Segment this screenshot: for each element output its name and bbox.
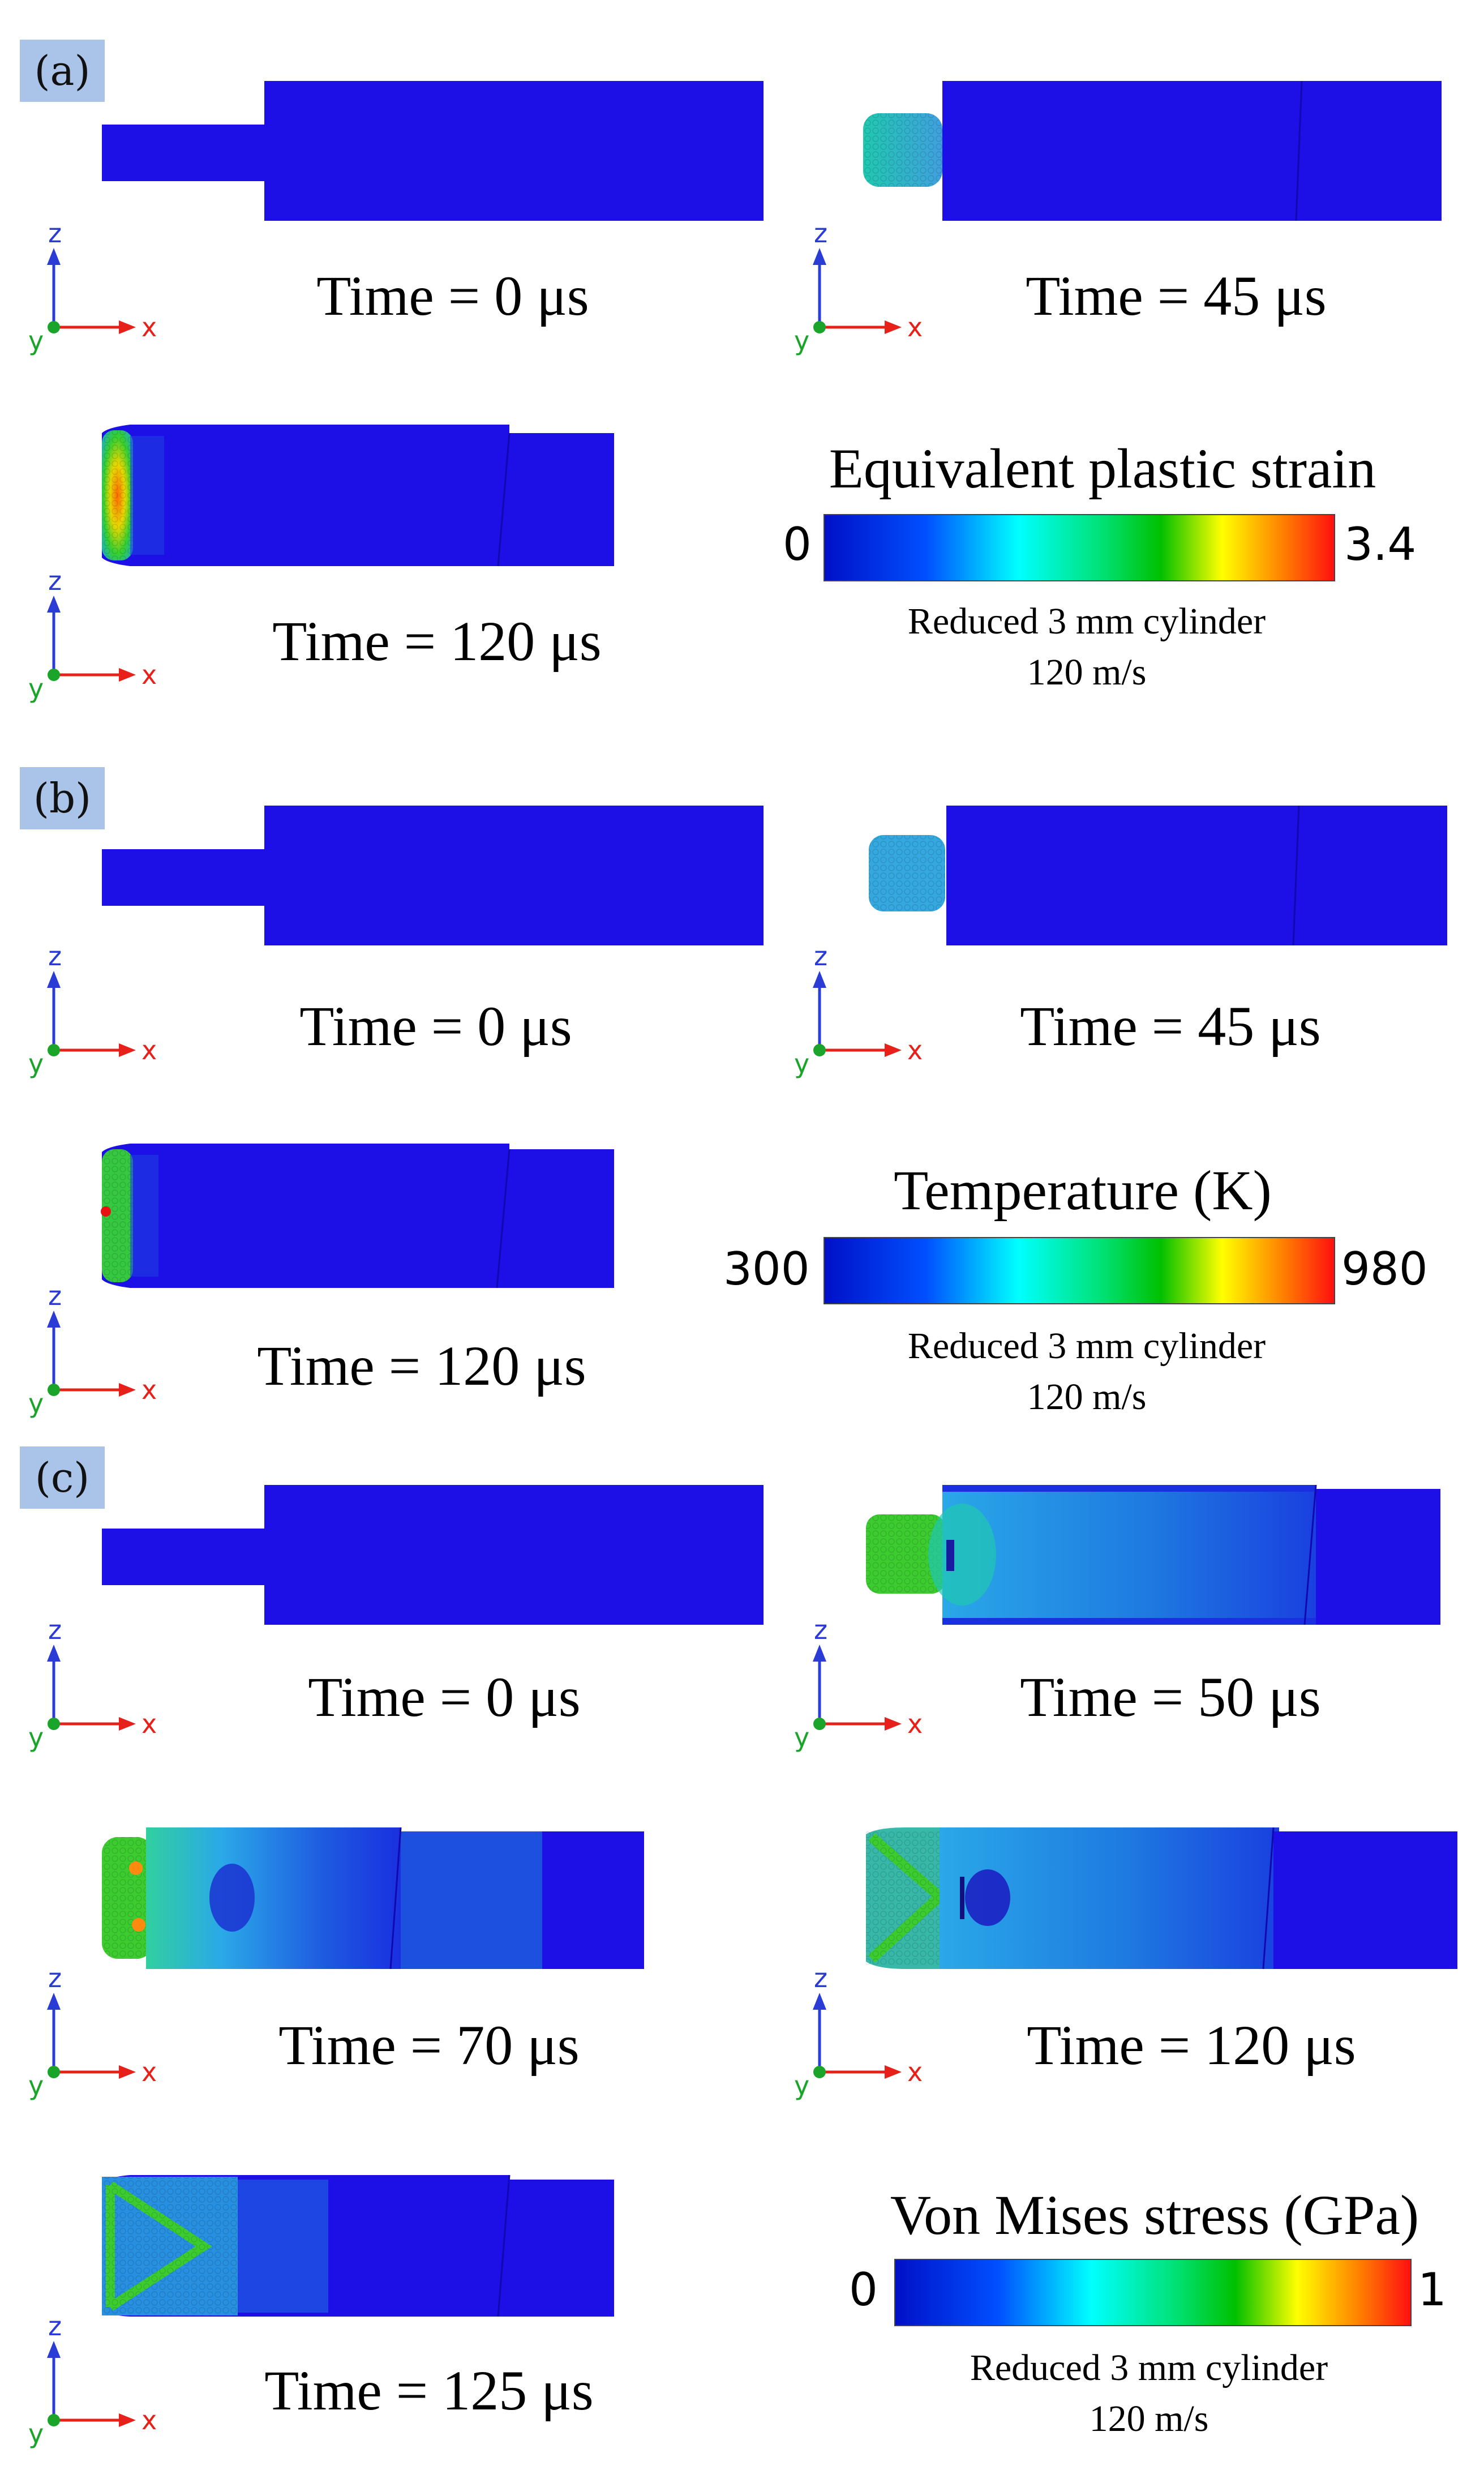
- axes-triad-icon: z x y: [28, 2315, 157, 2449]
- axis-z-label: z: [814, 945, 827, 971]
- axis-y-label: y: [794, 1722, 809, 1753]
- time-label: Time = 120 μs: [272, 610, 602, 673]
- axes-triad-icon: z x y: [794, 945, 923, 1079]
- axis-x-label: x: [907, 2057, 923, 2087]
- panel-c-t120: [866, 1827, 1457, 1970]
- colorbar-note: 120 m/s: [1027, 1376, 1147, 1418]
- time-label: Time = 120 μs: [1027, 2014, 1356, 2077]
- axis-z-label: z: [814, 222, 827, 249]
- panel-a-t0: [102, 81, 764, 221]
- time-label: Time = 45 μs: [1020, 995, 1321, 1058]
- axis-y-label: y: [794, 1048, 809, 1079]
- axis-y-label: y: [28, 673, 44, 704]
- axis-z-label: z: [814, 1619, 827, 1645]
- axis-y-label: y: [28, 1388, 44, 1419]
- colorbar-note: Reduced 3 mm cylinder: [907, 1325, 1266, 1367]
- panel-c-t70: [102, 1827, 644, 1970]
- axes-triad-icon: z x y: [28, 570, 157, 704]
- colorbar: [824, 514, 1335, 581]
- axes-triad-icon: z x y: [28, 222, 157, 356]
- axis-x-label: x: [141, 312, 157, 343]
- time-label: Time = 125 μs: [264, 2359, 594, 2422]
- axis-x-label: x: [907, 1035, 923, 1065]
- axes-triad-icon: z x y: [794, 222, 923, 356]
- panel-c-t0: [102, 1485, 764, 1625]
- axis-x-label: x: [907, 312, 923, 343]
- axis-z-label: z: [48, 222, 62, 249]
- panel-a-t120: [102, 425, 614, 567]
- axes-triad-icon: z x y: [28, 1285, 157, 1419]
- panel-c-t125: [102, 2174, 614, 2317]
- colorbar-min: 0: [849, 2263, 878, 2316]
- panel-label-b: (b): [20, 767, 105, 829]
- time-label: Time = 45 μs: [1026, 264, 1327, 327]
- axis-y-label: y: [28, 1722, 44, 1753]
- axes-triad-icon: z x y: [28, 1967, 157, 2101]
- panel-a-t45: [863, 80, 1442, 221]
- colorbar-title: Temperature (K): [894, 1159, 1272, 1222]
- axis-z-label: z: [48, 945, 62, 971]
- colorbar-max: 3.4: [1344, 518, 1417, 571]
- axis-y-label: y: [28, 2070, 44, 2101]
- colorbar-note: 120 m/s: [1089, 2398, 1209, 2439]
- time-label: Time = 70 μs: [278, 2014, 580, 2077]
- panel-b-t120: [101, 1144, 614, 1288]
- colorbar-note: Reduced 3 mm cylinder: [970, 2347, 1328, 2388]
- time-label: Time = 0 μs: [316, 264, 589, 327]
- colorbar-title: Von Mises stress (GPa): [890, 2184, 1419, 2246]
- time-label: Time = 0 μs: [299, 995, 572, 1058]
- time-label: Time = 0 μs: [308, 1666, 581, 1728]
- colorbar-title: Equivalent plastic strain: [829, 437, 1376, 500]
- colorbar: [894, 2259, 1412, 2326]
- axis-z-label: z: [48, 570, 62, 596]
- axis-z-label: z: [48, 1967, 62, 1993]
- colorbar-note: 120 m/s: [1027, 652, 1147, 693]
- axis-x-label: x: [141, 2057, 157, 2087]
- axes-triad-icon: z x y: [794, 1619, 923, 1753]
- axis-z-label: z: [48, 1619, 62, 1645]
- axis-z-label: z: [48, 1285, 62, 1311]
- panel-b-t45: [869, 805, 1447, 946]
- colorbar-max: 1: [1418, 2263, 1447, 2316]
- axis-y-label: y: [794, 2070, 809, 2101]
- axis-x-label: x: [907, 1709, 923, 1739]
- panel-c-t50: [866, 1484, 1440, 1625]
- axis-x-label: x: [141, 1375, 157, 1405]
- axis-y-label: y: [794, 326, 809, 356]
- colorbar-min: 300: [723, 1243, 810, 1295]
- panel-label-a: (a): [20, 40, 105, 102]
- colorbar-max: 980: [1341, 1243, 1428, 1295]
- colorbar: [824, 1237, 1335, 1304]
- panel-b-t0: [102, 806, 764, 945]
- colorbar-note: Reduced 3 mm cylinder: [907, 601, 1266, 642]
- colorbar-min: 0: [783, 518, 812, 571]
- axis-z-label: z: [814, 1967, 827, 1993]
- axis-y-label: y: [28, 326, 44, 356]
- axis-x-label: x: [141, 1035, 157, 1065]
- axis-x-label: x: [141, 2405, 157, 2435]
- axes-triad-icon: z x y: [794, 1967, 923, 2101]
- axis-y-label: y: [28, 1048, 44, 1079]
- axis-x-label: x: [141, 660, 157, 690]
- axis-z-label: z: [48, 2315, 62, 2341]
- axis-y-label: y: [28, 2418, 44, 2449]
- time-label: Time = 50 μs: [1020, 1666, 1321, 1728]
- axis-x-label: x: [141, 1709, 157, 1739]
- panel-label-c: (c): [20, 1446, 105, 1509]
- axes-triad-icon: z x y: [28, 1619, 157, 1753]
- axes-triad-icon: z x y: [28, 945, 157, 1079]
- time-label: Time = 120 μs: [257, 1334, 586, 1397]
